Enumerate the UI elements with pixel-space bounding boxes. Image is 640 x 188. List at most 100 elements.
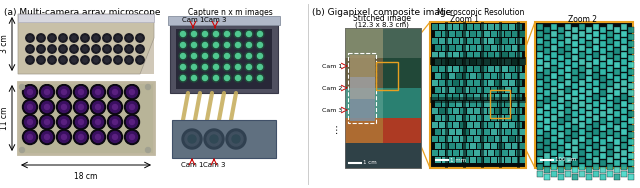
Bar [607, 94, 613, 100]
Circle shape [145, 148, 150, 152]
Bar [456, 31, 462, 37]
Bar [593, 59, 599, 65]
Bar [558, 111, 564, 117]
Bar [621, 157, 627, 163]
Bar [505, 59, 511, 65]
Bar [600, 111, 606, 117]
Circle shape [61, 105, 67, 109]
Bar [544, 41, 550, 47]
Bar [498, 87, 504, 93]
Bar [621, 38, 627, 44]
Text: (b) Gigapixel composite image: (b) Gigapixel composite image [312, 8, 451, 17]
Circle shape [234, 52, 242, 60]
Text: 11 cm: 11 cm [0, 106, 9, 130]
Bar [579, 73, 585, 79]
Bar [439, 66, 445, 72]
Bar [516, 52, 522, 58]
Bar [607, 59, 613, 65]
Bar [586, 27, 592, 33]
Bar [600, 62, 606, 68]
Bar [491, 87, 497, 93]
Bar [453, 136, 459, 142]
Bar [509, 108, 515, 114]
Circle shape [26, 45, 34, 53]
Bar [470, 45, 476, 51]
Bar [537, 87, 543, 93]
Text: 18 cm: 18 cm [74, 172, 98, 181]
Circle shape [246, 76, 252, 80]
Bar [621, 59, 627, 65]
Bar [481, 38, 487, 44]
Bar [551, 171, 557, 177]
Bar [442, 73, 448, 79]
Bar [593, 94, 599, 100]
Circle shape [191, 42, 196, 48]
Bar [505, 73, 511, 79]
Bar [579, 171, 585, 177]
Bar [460, 38, 466, 44]
Bar [488, 122, 494, 128]
Bar [512, 101, 518, 107]
Bar [551, 24, 557, 30]
Circle shape [185, 132, 199, 146]
Circle shape [48, 45, 56, 53]
Circle shape [245, 41, 253, 49]
Bar [463, 143, 469, 149]
Bar [345, 28, 383, 58]
Bar [537, 143, 543, 149]
Bar [516, 38, 522, 44]
Circle shape [256, 74, 264, 82]
Bar [18, 14, 154, 22]
Bar [432, 66, 438, 72]
Bar [519, 31, 525, 37]
Circle shape [61, 89, 67, 95]
Circle shape [129, 120, 134, 124]
Bar [558, 167, 564, 173]
Bar [586, 160, 592, 166]
Bar [579, 31, 585, 37]
Circle shape [72, 58, 76, 62]
Bar [491, 73, 497, 79]
Circle shape [109, 86, 120, 98]
Bar [442, 129, 448, 135]
Bar [551, 122, 557, 128]
Bar [519, 143, 525, 149]
Bar [474, 94, 480, 100]
Bar [565, 101, 571, 107]
Bar [350, 77, 375, 99]
Circle shape [212, 63, 220, 71]
Circle shape [79, 105, 83, 109]
Bar [439, 150, 445, 156]
Circle shape [246, 54, 252, 58]
Bar [621, 52, 627, 58]
Polygon shape [18, 14, 154, 74]
Bar [460, 80, 466, 86]
Circle shape [212, 52, 220, 60]
Bar [544, 90, 550, 96]
Bar [558, 174, 564, 180]
Bar [579, 94, 585, 100]
Bar [572, 55, 578, 61]
Bar [488, 94, 494, 100]
Bar [628, 62, 634, 68]
Circle shape [257, 42, 262, 48]
Bar [579, 164, 585, 170]
Circle shape [113, 134, 118, 139]
Circle shape [179, 63, 187, 71]
Bar [463, 22, 466, 168]
Bar [345, 88, 383, 118]
Bar [621, 150, 627, 156]
Circle shape [257, 64, 262, 70]
Bar [460, 94, 466, 100]
Bar [586, 111, 592, 117]
Circle shape [125, 99, 140, 114]
Bar [519, 115, 525, 121]
Bar [477, 73, 483, 79]
Bar [551, 101, 557, 107]
Bar [481, 24, 487, 30]
Bar [586, 125, 592, 131]
Bar [442, 157, 448, 163]
Circle shape [95, 134, 100, 139]
Bar [537, 38, 543, 44]
Circle shape [93, 117, 104, 127]
